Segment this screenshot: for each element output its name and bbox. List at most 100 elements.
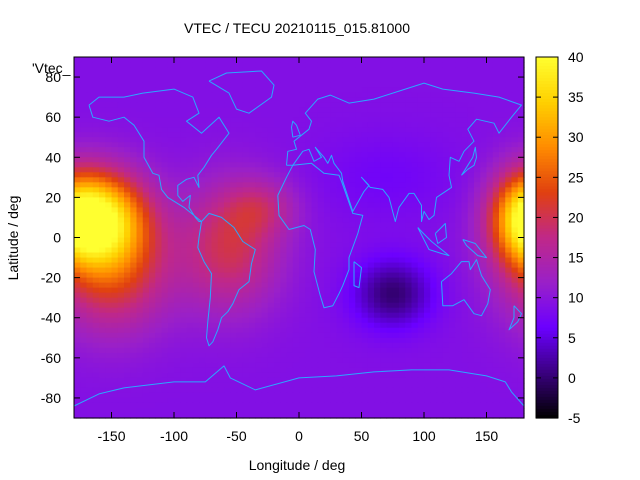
heatmap-cell — [192, 82, 200, 88]
heatmap-cell — [305, 162, 313, 168]
heatmap-cell — [149, 297, 156, 304]
heatmap-cell — [186, 327, 194, 334]
heatmap-cell — [492, 237, 500, 244]
heatmap-cell — [386, 162, 394, 168]
heatmap-cell — [230, 67, 238, 73]
heatmap-cell — [299, 82, 306, 88]
heatmap-cell — [436, 277, 444, 284]
heatmap-cell — [205, 332, 213, 339]
heatmap-cell — [292, 382, 300, 389]
heatmap-cell — [167, 257, 175, 264]
heatmap-cell — [155, 367, 163, 374]
heatmap-cell — [274, 77, 281, 83]
heatmap-cell — [405, 217, 413, 224]
heatmap-cell — [405, 77, 413, 83]
heatmap-cell — [205, 382, 213, 389]
heatmap-cell — [492, 177, 500, 183]
heatmap-cell — [105, 67, 113, 73]
heatmap-cell — [399, 142, 406, 148]
heatmap-cell — [142, 102, 150, 108]
heatmap-cell — [336, 342, 344, 349]
heatmap-cell — [442, 377, 450, 384]
heatmap-cell — [355, 152, 363, 158]
heatmap-cell — [380, 237, 388, 244]
heatmap-cell — [280, 227, 288, 234]
heatmap-cell — [136, 252, 144, 259]
heatmap-cell — [224, 142, 231, 148]
heatmap-cell — [349, 337, 356, 344]
heatmap-cell — [380, 342, 388, 349]
heatmap-cell — [255, 97, 263, 103]
heatmap-cell — [392, 337, 400, 344]
heatmap-cell — [124, 342, 131, 349]
heatmap-cell — [480, 322, 488, 329]
heatmap-cell — [317, 67, 325, 73]
heatmap-cell — [499, 167, 506, 173]
heatmap-cell — [342, 142, 350, 148]
heatmap-cell — [99, 372, 106, 379]
heatmap-cell — [192, 242, 200, 249]
heatmap-cell — [399, 227, 406, 234]
heatmap-cell — [424, 147, 431, 153]
heatmap-cell — [342, 267, 350, 274]
heatmap-cell — [367, 77, 375, 83]
heatmap-cell — [236, 142, 244, 148]
heatmap-cell — [199, 387, 206, 394]
heatmap-cell — [199, 257, 206, 264]
heatmap-cell — [405, 377, 413, 384]
heatmap-cell — [380, 372, 388, 379]
heatmap-cell — [342, 312, 350, 319]
heatmap-cell — [330, 132, 338, 138]
heatmap-cell — [249, 272, 256, 279]
heatmap-cell — [417, 312, 425, 319]
heatmap-cell — [205, 102, 213, 108]
heatmap-cell — [92, 57, 100, 63]
heatmap-cell — [111, 332, 119, 339]
heatmap-cell — [174, 157, 181, 163]
heatmap-cell — [255, 357, 263, 364]
heatmap-cell — [224, 227, 231, 234]
heatmap-cell — [105, 62, 113, 68]
heatmap-cell — [392, 352, 400, 359]
heatmap-cell — [492, 337, 500, 344]
heatmap-cell — [467, 92, 475, 98]
heatmap-cell — [280, 167, 288, 173]
heatmap-cell — [355, 167, 363, 173]
heatmap-cell — [255, 222, 263, 229]
heatmap-cell — [192, 362, 200, 369]
heatmap-cell — [224, 182, 231, 188]
heatmap-cell — [417, 302, 425, 309]
heatmap-cell — [205, 227, 213, 234]
heatmap-cell — [442, 247, 450, 254]
heatmap-cell — [155, 372, 163, 379]
heatmap-cell — [180, 357, 188, 364]
heatmap-cell — [411, 312, 419, 319]
heatmap-cell — [342, 207, 350, 214]
heatmap-cell — [361, 177, 369, 183]
heatmap-cell — [455, 187, 463, 193]
heatmap-cell — [217, 292, 225, 299]
heatmap-cell — [442, 242, 450, 249]
heatmap-cell — [505, 257, 513, 264]
heatmap-cell — [111, 302, 119, 309]
heatmap-cell — [211, 137, 219, 143]
heatmap-cell — [124, 67, 131, 73]
heatmap-cell — [230, 367, 238, 374]
heatmap-cell — [199, 272, 206, 279]
heatmap-cell — [455, 312, 463, 319]
heatmap-cell — [511, 397, 519, 404]
heatmap-cell — [499, 257, 506, 264]
heatmap-cell — [161, 122, 169, 128]
heatmap-cell — [511, 242, 519, 249]
heatmap-cell — [136, 97, 144, 103]
heatmap-cell — [161, 382, 169, 389]
heatmap-cell — [180, 257, 188, 264]
heatmap-cell — [180, 332, 188, 339]
heatmap-cell — [417, 152, 425, 158]
heatmap-cell — [342, 232, 350, 239]
heatmap-cell — [442, 157, 450, 163]
heatmap-cell — [492, 172, 500, 178]
heatmap-cell — [467, 102, 475, 108]
heatmap-cell — [505, 377, 513, 384]
heatmap-cell — [392, 222, 400, 229]
